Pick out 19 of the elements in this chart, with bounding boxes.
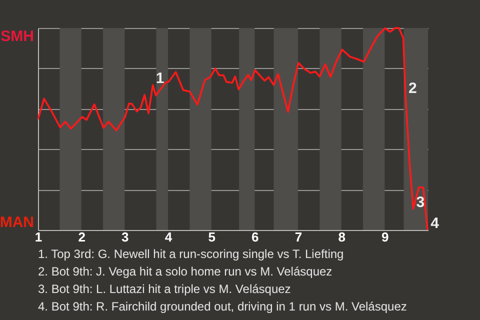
text: 4. Bot 9th: R. Fairchild grounded out, driving in 1 run vs M. Velásquez bbox=[38, 300, 407, 314]
annotation: 1 bbox=[156, 70, 164, 88]
x-tick-label: 2 bbox=[78, 230, 86, 244]
x-tick-label: 9 bbox=[382, 230, 389, 244]
x-tick-label: 7 bbox=[294, 230, 302, 244]
x-tick-label: 4 bbox=[164, 230, 173, 244]
x-tick-label: 1 bbox=[34, 230, 42, 244]
x-tick-label: 3 bbox=[122, 230, 129, 244]
x-tick-label: 8 bbox=[338, 230, 346, 244]
x-tick-label: 5 bbox=[208, 230, 216, 244]
text: SMH bbox=[0, 28, 34, 45]
text: MAN bbox=[0, 214, 34, 231]
text: 2. Bot 9th: J. Vega hit a solo home run vs M. Velásquez bbox=[38, 264, 332, 278]
text: 1. Top 3rd: G. Newell hit a run-scoring single vs T. Liefting bbox=[38, 247, 344, 261]
annotation: 4 bbox=[430, 215, 440, 232]
annotation: 2 bbox=[408, 80, 417, 97]
annotation: 3 bbox=[416, 194, 425, 211]
text: 3. Bot 9th: L. Luttazi hit a triple vs M. Velásquez bbox=[38, 282, 291, 296]
x-tick-label: 6 bbox=[252, 230, 259, 244]
